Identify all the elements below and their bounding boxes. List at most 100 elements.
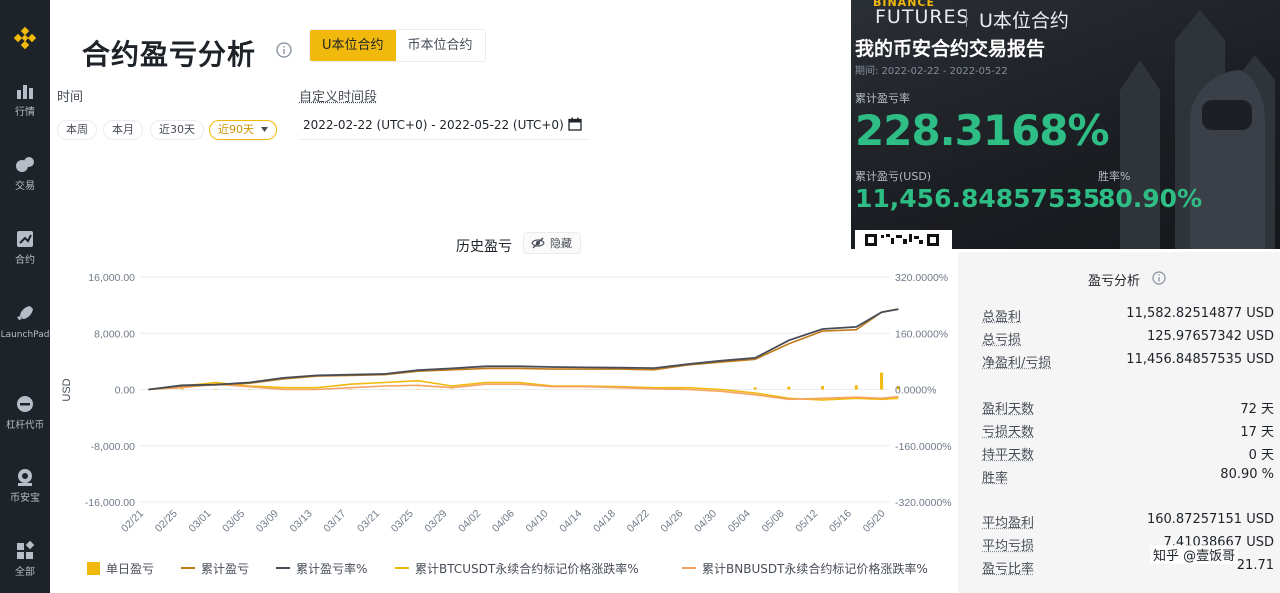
daily-pnl-bar [416, 388, 420, 390]
x-tick-label: 04/02 [456, 508, 483, 535]
report-brand: BINANCE [873, 0, 935, 9]
row-value: 11,582.82514877 USD [1126, 306, 1274, 321]
x-tick-label: 05/12 [793, 508, 820, 535]
legend-label: 累计盈亏率% [296, 561, 368, 576]
sidebar-item-label: LaunchPad [0, 330, 50, 340]
row-avg-profit: 平均盈利 160.87257151 USD [982, 512, 1274, 532]
row-win-rate: 胜率 80.90 % [982, 467, 1274, 487]
x-tick-label: 03/21 [355, 508, 382, 535]
legend-btc[interactable]: 累计BTCUSDT永续合约标记价格涨跌率% [395, 559, 639, 577]
info-icon[interactable] [276, 42, 292, 58]
x-tick-label: 04/06 [490, 508, 517, 535]
calendar-icon[interactable] [568, 117, 582, 131]
row-label[interactable]: 平均亏损 [982, 539, 1035, 554]
x-tick-label: 04/22 [625, 508, 652, 535]
daily-pnl-bar [787, 386, 791, 390]
contract-type-tabs: U本位合约 币本位合约 [309, 29, 486, 62]
history-pnl-chart: USD 16,000.00 320.0000% 8,000.00 160.0000% 0… [61, 272, 952, 535]
row-total-loss: 总亏损 125.97657342 USD [982, 329, 1274, 349]
row-label[interactable]: 平均盈利 [982, 516, 1035, 531]
sidebar-item-futures[interactable]: 合约 [0, 228, 50, 267]
report-roi-label: 累计盈亏率 [855, 92, 910, 105]
x-tick-label: 04/10 [524, 508, 551, 535]
legend-daily-pnl[interactable]: 单日盈亏 [87, 559, 154, 577]
legend-swatch-line [395, 567, 409, 569]
row-pnl-ratio: 盈亏比率 21.71 [982, 558, 1274, 578]
row-net-pnl: 净盈利/亏损 11,456.84857535 USD [982, 352, 1274, 372]
leveraged-token-icon [17, 396, 33, 412]
y-tick-label: 16,000.00 [88, 272, 135, 284]
page-title: 合约盈亏分析 [82, 38, 257, 71]
x-tick-label: 05/16 [827, 508, 854, 535]
legend-bnb[interactable]: 累计BNBUSDT永续合约标记价格涨跌率% [682, 559, 928, 577]
row-flat-days: 持平天数 0 天 [982, 444, 1274, 464]
trade-icon [16, 157, 34, 172]
qr-code-icon [855, 230, 952, 249]
legend-cumulative-pnl[interactable]: 累计盈亏 [181, 559, 249, 577]
y2-tick-label: -160.0000% [895, 441, 952, 453]
y-axis-title: USD [61, 378, 73, 401]
legend-label: 累计BTCUSDT永续合约标记价格涨跌率% [415, 561, 639, 576]
report-contract-type: U本位合约 [979, 10, 1069, 32]
x-tick-label: 04/26 [658, 508, 685, 535]
sidebar-item-label: 合约 [15, 255, 35, 266]
y2-tick-label: 160.0000% [895, 328, 948, 340]
daily-pnl-bar [854, 385, 858, 390]
x-tick-label: 03/05 [220, 508, 247, 535]
daily-pnl-bar [180, 388, 184, 390]
preset-90-days-dropdown[interactable]: 近90天 [209, 120, 277, 140]
time-label: 时间 [57, 90, 84, 105]
x-tick-label: 03/09 [254, 508, 281, 535]
y2-tick-label: 0.0000% [895, 385, 936, 397]
sidebar-item-trade[interactable]: 交易 [0, 154, 50, 193]
earn-icon [18, 469, 32, 486]
legend-swatch-line [682, 567, 696, 569]
x-tick-label: 02/25 [153, 508, 180, 535]
x-tick-label: 03/25 [389, 508, 416, 535]
row-value: 0 天 [1248, 448, 1274, 463]
futures-icon [17, 231, 33, 247]
row-label[interactable]: 总亏损 [982, 333, 1022, 348]
row-value: 72 天 [1240, 402, 1274, 417]
legend-label: 累计BNBUSDT永续合约标记价格涨跌率% [702, 561, 928, 576]
x-tick-label: 02/21 [119, 508, 146, 535]
daily-pnl-bar [880, 372, 884, 390]
preset-90-days-label: 近90天 [218, 123, 254, 136]
sidebar-item-earn[interactable]: 币安宝 [0, 466, 50, 505]
date-range-picker[interactable]: 2022-02-22 (UTC+0) - 2022-05-22 (UTC+0) [298, 110, 590, 140]
row-label[interactable]: 持平天数 [982, 448, 1035, 463]
hide-button[interactable]: 隐藏 [523, 232, 581, 254]
legend-cumulative-roi[interactable]: 累计盈亏率% [276, 559, 367, 577]
btc-change-line [148, 379, 899, 401]
sidebar-item-all[interactable]: 全部 [0, 540, 50, 579]
chart-title: 历史盈亏 [456, 239, 512, 255]
binance-logo-icon[interactable] [0, 18, 50, 58]
sidebar-item-market[interactable]: 行情 [0, 80, 50, 119]
row-label[interactable]: 胜率 [982, 471, 1009, 486]
sidebar-item-launchpad[interactable]: LaunchPad [0, 303, 50, 342]
sidebar-item-leveraged-token[interactable]: 杠杆代币 [0, 393, 50, 432]
x-tick-label: 05/08 [760, 508, 787, 535]
tab-usdm-futures[interactable]: U本位合约 [310, 30, 396, 61]
row-label[interactable]: 盈亏比率 [982, 562, 1035, 577]
report-pnl-value: 11,456.84857535 [855, 184, 1101, 213]
preset-this-week[interactable]: 本周 [57, 120, 97, 140]
preset-30-days[interactable]: 近30天 [150, 120, 204, 140]
preset-this-month[interactable]: 本月 [103, 120, 143, 140]
custom-period-label[interactable]: 自定义时间段 [299, 90, 378, 105]
rocket-illustration-icon [1120, 10, 1275, 249]
y2-tick-label: 320.0000% [895, 272, 948, 284]
tab-coinm-futures[interactable]: 币本位合约 [395, 30, 485, 61]
row-value: 17 天 [1240, 425, 1274, 440]
rocket-icon [17, 306, 33, 320]
legend-label: 累计盈亏 [201, 561, 250, 576]
y-tick-label: -16,000.00 [85, 497, 135, 509]
eye-off-icon [531, 237, 545, 249]
row-label[interactable]: 亏损天数 [982, 425, 1035, 440]
row-label[interactable]: 净盈利/亏损 [982, 356, 1052, 371]
info-icon[interactable] [1152, 271, 1166, 285]
row-label[interactable]: 盈利天数 [982, 402, 1035, 417]
row-label[interactable]: 总盈利 [982, 310, 1022, 325]
y-tick-label: -8,000.00 [91, 441, 136, 453]
legend-swatch-bar [87, 561, 100, 575]
